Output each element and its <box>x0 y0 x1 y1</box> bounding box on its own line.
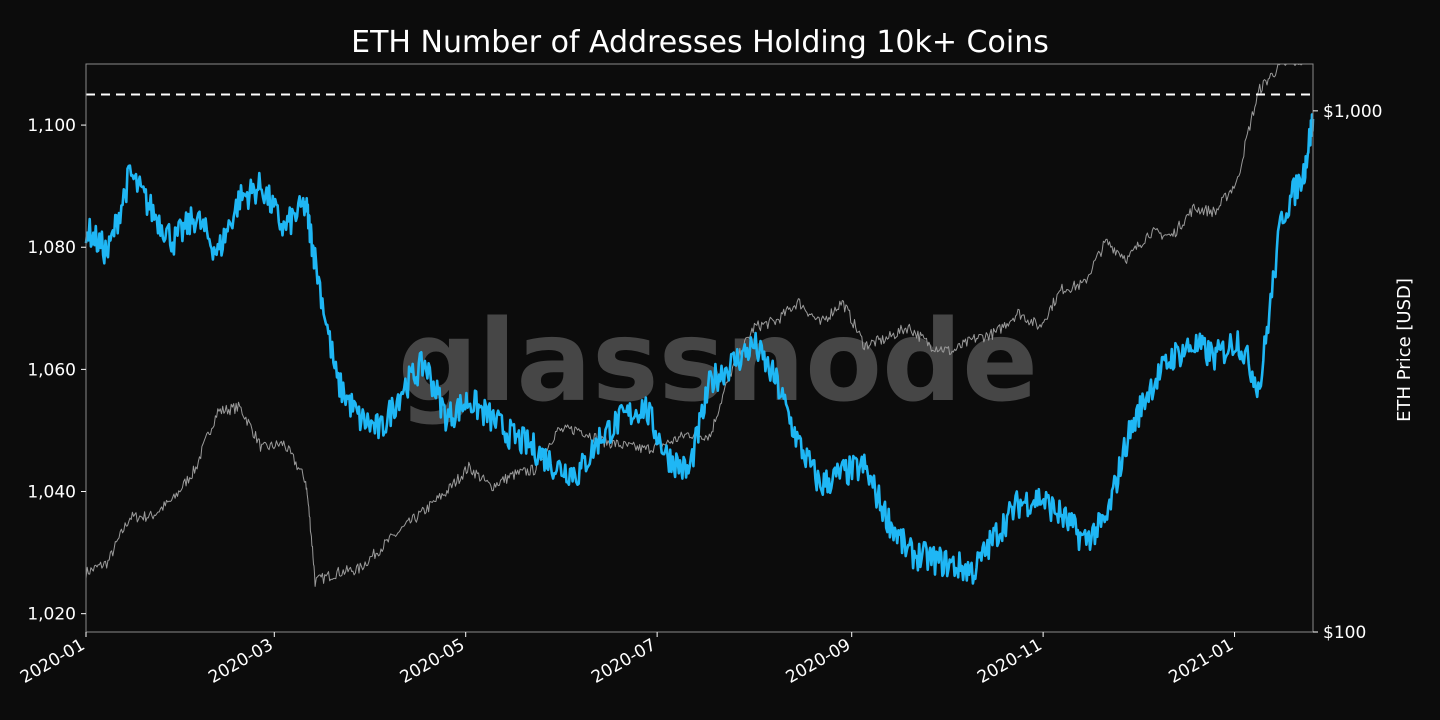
left-tick-label: 1,040 <box>27 483 76 503</box>
right-axis-title: ETH Price [USD] <box>1394 278 1415 422</box>
right-tick-label: $1,000 <box>1323 102 1382 122</box>
left-tick-label: 1,080 <box>27 238 76 258</box>
left-y-axis: 1,020 1,040 1,060 1,080 1,100 <box>27 116 86 625</box>
right-y-axis: $100 $1,000 <box>1313 102 1382 643</box>
left-tick-label: 1,020 <box>27 605 76 625</box>
chart-title: ETH Number of Addresses Holding 10k+ Coi… <box>351 25 1049 60</box>
series-layer <box>84 63 1315 587</box>
left-tick-label: 1,100 <box>27 116 76 136</box>
series-line-addresses <box>84 113 1315 585</box>
watermark-text: glassnode <box>398 297 1038 427</box>
plot-frame <box>85 63 1314 633</box>
left-tick-label: 1,060 <box>27 360 76 380</box>
right-tick-label: $100 <box>1323 623 1366 643</box>
